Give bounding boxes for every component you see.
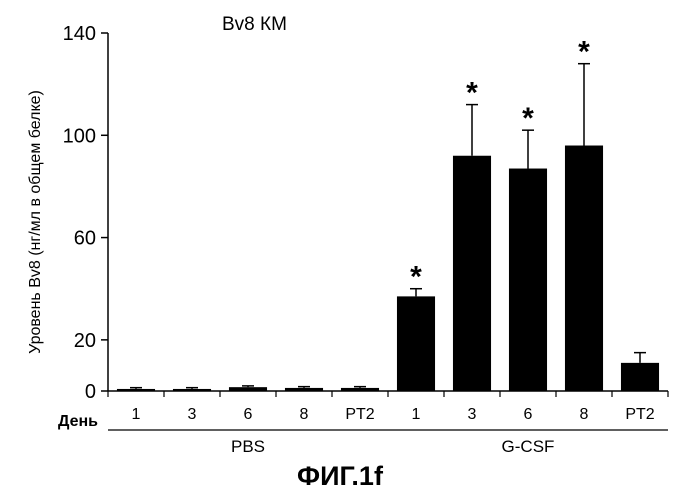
x-tick-label: 3 — [188, 406, 197, 423]
y-tick-label: 140 — [63, 23, 96, 45]
x-tick-labels: 1 3 6 8 PT2 1 3 6 8 PT2 — [132, 406, 655, 423]
x-tick-label: PT2 — [625, 406, 654, 423]
y-axis-label: Уровень Bv8 (нг/мл в общем белке) — [27, 90, 44, 354]
group-label: G-CSF — [502, 437, 555, 456]
x-tick-label: 6 — [244, 406, 253, 423]
bars: * * * * — [116, 36, 660, 391]
bar — [508, 168, 548, 391]
y-tick-label: 0 — [85, 381, 96, 403]
group-labels: PBS G-CSF — [108, 429, 668, 456]
x-tick-label: PT2 — [345, 406, 374, 423]
bar — [452, 155, 492, 391]
x-tick-label: 8 — [580, 406, 589, 423]
figure-caption: ФИГ.1f — [297, 461, 384, 491]
bar — [564, 145, 604, 391]
significance-marker: * — [522, 102, 534, 135]
group-label: PBS — [231, 437, 265, 456]
x-tick-label: 3 — [468, 406, 477, 423]
bar — [620, 362, 660, 391]
x-tick-label: 1 — [132, 406, 141, 423]
y-tick-label: 60 — [74, 228, 96, 250]
significance-marker: * — [466, 77, 478, 110]
significance-marker: * — [578, 36, 590, 69]
x-tick-label: 8 — [300, 406, 309, 423]
bar — [340, 387, 380, 391]
bar — [172, 388, 212, 391]
y-tick-label: 100 — [63, 125, 96, 147]
y-tick-label: 20 — [74, 330, 96, 352]
bar — [228, 387, 268, 391]
x-tick-label: 1 — [412, 406, 421, 423]
significance-marker: * — [410, 261, 422, 294]
chart-title: Bv8 КМ — [222, 14, 287, 35]
day-label: День — [58, 413, 98, 430]
bar — [396, 296, 436, 391]
x-tick-label: 6 — [524, 406, 533, 423]
bar — [284, 387, 324, 391]
bar — [116, 388, 156, 391]
